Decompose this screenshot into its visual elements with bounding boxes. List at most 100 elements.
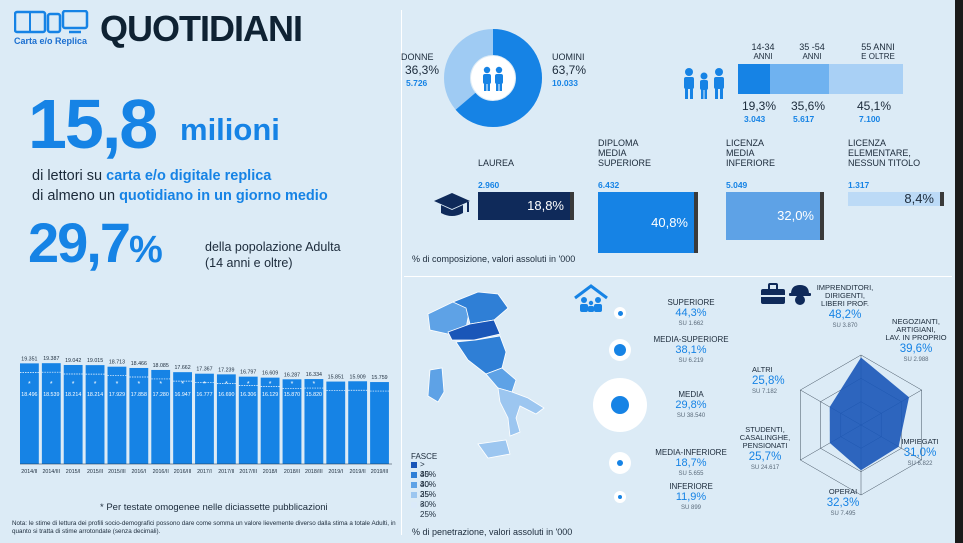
education-bar-cap <box>694 192 698 254</box>
age-label-1: 55 ANNI <box>861 42 895 52</box>
readers-unit: milioni <box>180 112 280 147</box>
trend-inner-value: 17.858 <box>131 392 147 398</box>
couple-icon <box>483 66 503 91</box>
education-bar-cap <box>940 192 944 206</box>
worker-helmet-icon <box>789 285 811 305</box>
trend-bar <box>63 364 83 464</box>
map-sardinia <box>427 367 445 403</box>
profession-pct: 25,8% <box>752 375 785 387</box>
trend-star: * <box>269 381 272 388</box>
trend-star: * <box>28 381 31 388</box>
profession-label: PENSIONATI <box>742 441 788 450</box>
profession-label: LAV. IN PROPRIO <box>885 333 947 342</box>
trend-category-label: 2017/II <box>218 469 234 475</box>
class-label: MEDIA-SUPERIORE <box>653 335 729 344</box>
trend-bar-value: 19.387 <box>43 356 59 362</box>
age-label-1: 14-34 <box>751 42 775 52</box>
legend-swatch <box>411 482 417 488</box>
legend-title: FASCE <box>411 452 438 461</box>
age-label-2: ANNI <box>802 52 822 61</box>
trend-bar <box>304 379 324 464</box>
male-pct: 63,7% <box>552 63 587 77</box>
trend-inner-value: 18.214 <box>87 392 103 398</box>
logo-devices-icon <box>14 10 94 34</box>
profession-su: SU 3.870 <box>832 323 858 329</box>
education-bar <box>598 192 694 254</box>
profession-label: LIBERI PROF. <box>821 299 869 308</box>
class-label: INFERIORE <box>669 482 713 491</box>
donut-hole <box>471 56 515 100</box>
education-label: LICENZA <box>848 138 887 148</box>
readers-desc-line2: di almeno un quotidiano in un giorno med… <box>32 188 328 204</box>
profession-label: CASALINGHE, <box>739 433 791 442</box>
legend-swatch <box>411 472 417 478</box>
education-abs: 2.960 <box>478 180 500 190</box>
legend-item: > 40% <box>420 460 437 479</box>
trend-bar <box>20 363 39 464</box>
education-pct: 8,4% <box>904 191 934 206</box>
population-desc-line2: (14 anni e oltre) <box>205 256 293 270</box>
age-pct: 35,6% <box>791 99 826 113</box>
trend-star: * <box>72 381 75 388</box>
trend-inner-value: 16.777 <box>196 392 212 398</box>
trend-star: * <box>291 381 294 388</box>
trend-category-label: 2018/I <box>263 469 278 475</box>
trend-bar <box>370 382 389 464</box>
profession-su: SU 6.822 <box>907 461 933 467</box>
trend-bar-value: 18.085 <box>153 363 169 369</box>
trend-bar-value: 16.334 <box>306 372 322 378</box>
readers-number: 15,8 <box>28 85 158 163</box>
age-abs: 5.617 <box>793 114 815 124</box>
trend-inner-value: 18.539 <box>43 392 59 398</box>
education-label: LICENZA <box>726 138 765 148</box>
class-label: MEDIA-INFERIORE <box>655 448 727 457</box>
trend-inner-value: 16.306 <box>240 392 256 398</box>
class-su: SU 6.219 <box>678 358 704 364</box>
trend-category-label: 2014/III <box>42 469 60 475</box>
trend-bar-value: 17.662 <box>174 365 190 371</box>
trend-bar <box>282 379 302 464</box>
left-panel: Carta e/o Replica QUOTIDIANI 15,8 milion… <box>0 0 400 543</box>
profession-label: NEGOZIANTI, <box>892 317 940 326</box>
age-abs: 7.100 <box>859 114 881 124</box>
class-label: SUPERIORE <box>667 298 715 307</box>
trend-bar <box>41 363 61 464</box>
trend-star: * <box>247 381 250 388</box>
trend-category-label: 2018/III <box>305 469 323 475</box>
class-pct: 38,1% <box>675 344 707 356</box>
education-pct: 40,8% <box>651 214 688 230</box>
profession-label: STUDENTI, <box>745 425 785 434</box>
trend-category-label: 2015/III <box>108 469 126 475</box>
trend-star: * <box>116 381 119 388</box>
profession-label: ARTIGIANI, <box>896 325 936 334</box>
education-bar <box>848 192 940 206</box>
profession-label: DIRIGENTI, <box>824 291 865 300</box>
education-label: DIPLOMA <box>598 138 639 148</box>
trend-category-label: 2018/II <box>284 469 300 475</box>
legend-item: 35-40% <box>420 470 437 489</box>
trend-bar <box>129 367 149 464</box>
trend-category-label: 2016/I <box>131 469 146 475</box>
methodology-note: Nota: le stime di lettura dei profili so… <box>12 520 396 535</box>
class-dot <box>611 396 629 414</box>
class-dot <box>618 495 622 499</box>
class-pct: 29,8% <box>675 399 707 411</box>
class-su: SU 38.540 <box>676 413 706 419</box>
trend-star: * <box>159 381 162 388</box>
education-label: LAUREA <box>478 158 515 168</box>
female-label: DONNE <box>401 52 434 62</box>
footnote: * Per testate omogenee nelle diciassette… <box>100 502 328 513</box>
class-pct: 18,7% <box>675 457 707 469</box>
trend-category-label: 2015/II <box>87 469 103 475</box>
education-bar <box>478 192 570 221</box>
trend-bar-value: 18.466 <box>131 361 147 367</box>
profession-pct: 31,0% <box>903 447 937 459</box>
trend-category-label: 2015/I <box>66 469 81 475</box>
profession-label: IMPRENDITORI, <box>816 283 874 292</box>
readers-desc-line1: di lettori su carta e/o digitale replica <box>32 168 272 184</box>
education-bar <box>726 192 820 240</box>
penetration-caption: % di penetrazione, valori assoluti in '0… <box>412 527 573 537</box>
legend-swatch <box>411 492 417 498</box>
trend-bar-value: 16.287 <box>284 372 300 378</box>
class-dot <box>617 460 623 466</box>
